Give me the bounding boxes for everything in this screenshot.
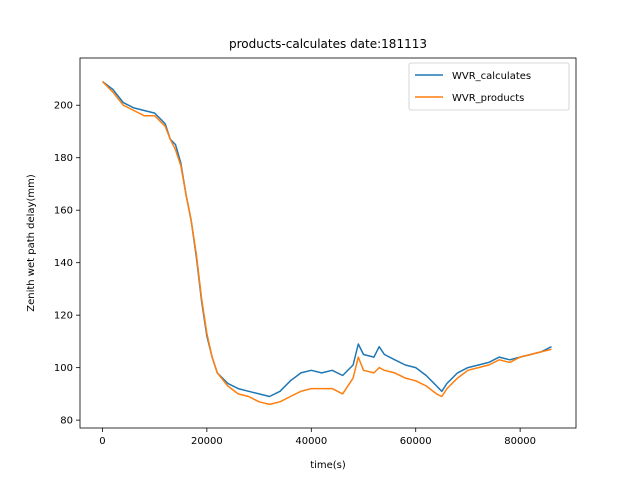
y-tick-label: 140	[54, 258, 73, 269]
y-tick-label: 100	[54, 363, 73, 374]
legend: WVR_calculates WVR_products	[408, 62, 570, 111]
chart-title: products-calculates date:181113	[229, 37, 427, 51]
series-line-wvr-products	[101, 81, 552, 406]
y-tick-label: 80	[60, 416, 73, 427]
y-tick-label: 200	[54, 101, 73, 112]
x-tick-label: 40000	[295, 436, 327, 447]
y-axis: 80 100 120 140 160 180 200	[54, 101, 80, 427]
y-tick-label: 180	[54, 153, 73, 164]
plot-area	[101, 81, 552, 406]
y-tick-label: 120	[54, 311, 73, 322]
y-tick-label: 160	[54, 206, 73, 217]
axes-frame	[79, 57, 577, 429]
series-line-wvr-calculates	[102, 81, 552, 398]
legend-box	[408, 62, 570, 111]
x-tick-label: 60000	[400, 436, 432, 447]
legend-label-wvr-calculates: WVR_calculates	[452, 71, 531, 82]
x-tick-label: 0	[99, 436, 105, 447]
x-tick-label: 80000	[504, 436, 536, 447]
y-axis-label: Zenith wet path delay(mm)	[26, 174, 37, 312]
x-tick-label: 20000	[191, 436, 223, 447]
x-axis: 0 20000 40000 60000 80000	[99, 428, 536, 447]
legend-label-wvr-products: WVR_products	[452, 93, 524, 104]
x-axis-label: time(s)	[310, 460, 346, 471]
